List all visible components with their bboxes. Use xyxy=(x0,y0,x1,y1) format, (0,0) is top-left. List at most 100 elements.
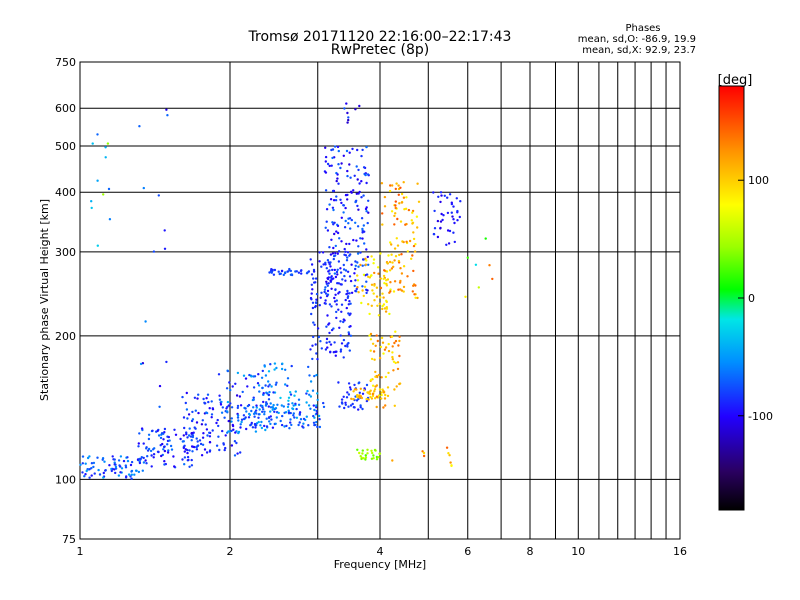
data-point xyxy=(226,400,230,404)
data-point xyxy=(187,434,191,437)
data-point xyxy=(448,454,451,457)
data-point xyxy=(448,193,452,196)
data-point xyxy=(215,444,219,447)
data-point xyxy=(315,409,318,413)
data-point xyxy=(397,344,400,347)
data-point xyxy=(347,405,350,408)
data-point xyxy=(144,320,147,323)
data-point xyxy=(356,148,359,152)
data-point xyxy=(108,218,112,221)
data-point xyxy=(356,286,359,289)
data-point xyxy=(325,267,328,270)
data-point xyxy=(394,206,397,210)
data-point xyxy=(150,465,153,468)
data-point xyxy=(416,296,419,300)
data-point xyxy=(337,292,340,295)
data-point xyxy=(267,405,270,408)
data-point xyxy=(323,290,326,294)
data-point xyxy=(353,383,356,387)
data-point xyxy=(369,395,372,399)
data-point xyxy=(346,174,349,178)
data-point xyxy=(257,413,260,416)
data-point xyxy=(287,409,290,412)
data-point xyxy=(350,397,353,400)
data-point xyxy=(263,410,266,413)
data-point xyxy=(340,201,343,205)
data-point xyxy=(318,425,322,429)
data-point xyxy=(274,383,278,386)
data-point xyxy=(355,239,358,242)
data-point xyxy=(195,421,199,424)
data-point xyxy=(309,380,313,383)
data-point xyxy=(314,343,317,346)
data-point xyxy=(183,450,186,453)
data-point xyxy=(326,314,329,317)
data-point xyxy=(340,342,344,345)
data-point xyxy=(334,275,338,279)
data-point xyxy=(376,304,379,307)
data-point xyxy=(439,200,442,204)
data-point xyxy=(371,392,375,396)
data-point xyxy=(328,331,331,335)
data-point xyxy=(368,276,372,279)
data-point xyxy=(369,389,372,392)
data-point xyxy=(233,440,237,443)
data-point xyxy=(360,217,364,220)
data-point xyxy=(103,460,106,463)
data-point xyxy=(90,462,94,465)
data-point xyxy=(342,211,345,214)
x-tick-label: 4 xyxy=(377,545,384,558)
data-point xyxy=(220,411,224,414)
data-point xyxy=(375,334,378,337)
data-point xyxy=(316,327,320,330)
data-point xyxy=(185,408,189,411)
data-point xyxy=(329,265,332,268)
data-point xyxy=(362,224,365,227)
data-point xyxy=(383,282,386,285)
data-point xyxy=(383,205,387,208)
data-point xyxy=(326,229,330,232)
data-point xyxy=(381,212,384,215)
data-point xyxy=(364,458,367,461)
data-point xyxy=(267,416,271,419)
data-point xyxy=(366,391,369,394)
data-point xyxy=(383,397,387,400)
data-point xyxy=(352,398,355,401)
data-point xyxy=(247,416,251,419)
phase-info-heading: Phases xyxy=(625,23,660,34)
data-point xyxy=(223,448,226,452)
data-point xyxy=(354,200,357,204)
data-point xyxy=(238,395,242,398)
data-point xyxy=(440,194,443,197)
data-point xyxy=(371,342,375,345)
data-point xyxy=(245,427,248,431)
data-point xyxy=(394,330,397,333)
data-point xyxy=(166,443,169,446)
data-point xyxy=(272,407,275,410)
data-point xyxy=(436,235,440,239)
x-tick-label: 10 xyxy=(571,545,585,558)
data-point xyxy=(366,255,369,259)
data-point xyxy=(344,206,347,210)
data-point xyxy=(347,116,350,119)
data-point xyxy=(400,192,404,196)
data-point xyxy=(344,250,347,253)
data-point xyxy=(201,436,205,439)
data-point xyxy=(439,191,443,194)
data-point xyxy=(337,250,341,253)
data-point xyxy=(308,393,311,396)
data-point xyxy=(422,451,426,455)
data-point xyxy=(410,219,413,222)
data-point xyxy=(345,149,349,153)
data-point xyxy=(333,300,337,303)
data-point xyxy=(373,271,376,275)
data-point xyxy=(81,462,85,465)
data-point xyxy=(385,300,388,304)
data-point xyxy=(342,204,345,207)
data-point xyxy=(397,288,400,291)
data-point xyxy=(286,270,289,273)
data-point xyxy=(411,254,414,257)
data-point xyxy=(187,458,190,462)
colorbar-label: [deg] xyxy=(718,73,753,88)
data-point xyxy=(332,277,335,280)
